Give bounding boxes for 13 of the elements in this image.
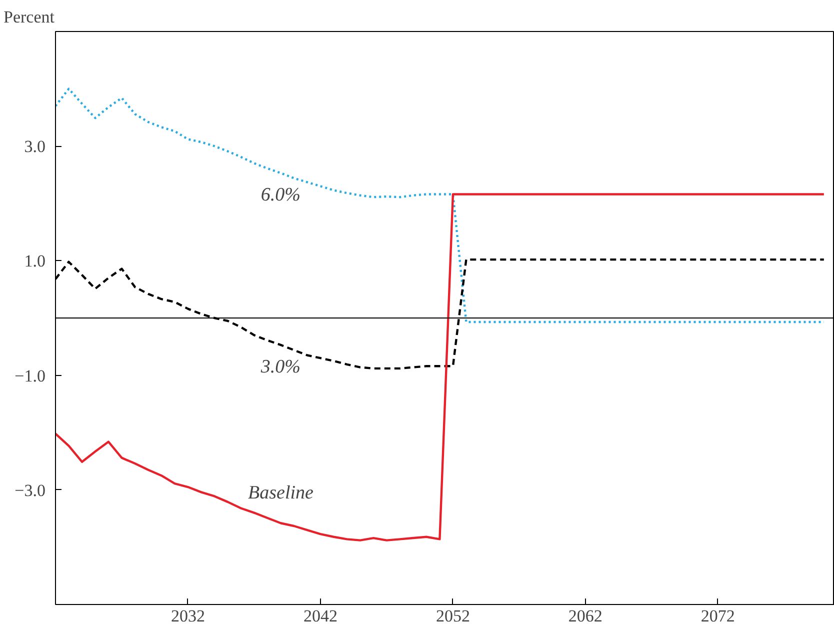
- y-axis-title: Percent: [4, 8, 55, 26]
- x-tick-label: 2042: [303, 606, 338, 626]
- x-tick-label: 2062: [568, 606, 602, 626]
- x-tick-label: 2032: [170, 606, 205, 626]
- y-tick-label: −3.0: [14, 480, 46, 500]
- series-label: Baseline: [248, 482, 314, 504]
- x-tick-label: 2072: [700, 606, 735, 626]
- y-tick-label: 3.0: [24, 137, 46, 156]
- y-tick-label: 1.0: [24, 252, 46, 271]
- series-label: 3.0%: [260, 356, 301, 378]
- series-label: 6.0%: [260, 184, 301, 206]
- x-tick-label: 2052: [436, 606, 470, 626]
- y-tick-label: −1.0: [14, 366, 46, 386]
